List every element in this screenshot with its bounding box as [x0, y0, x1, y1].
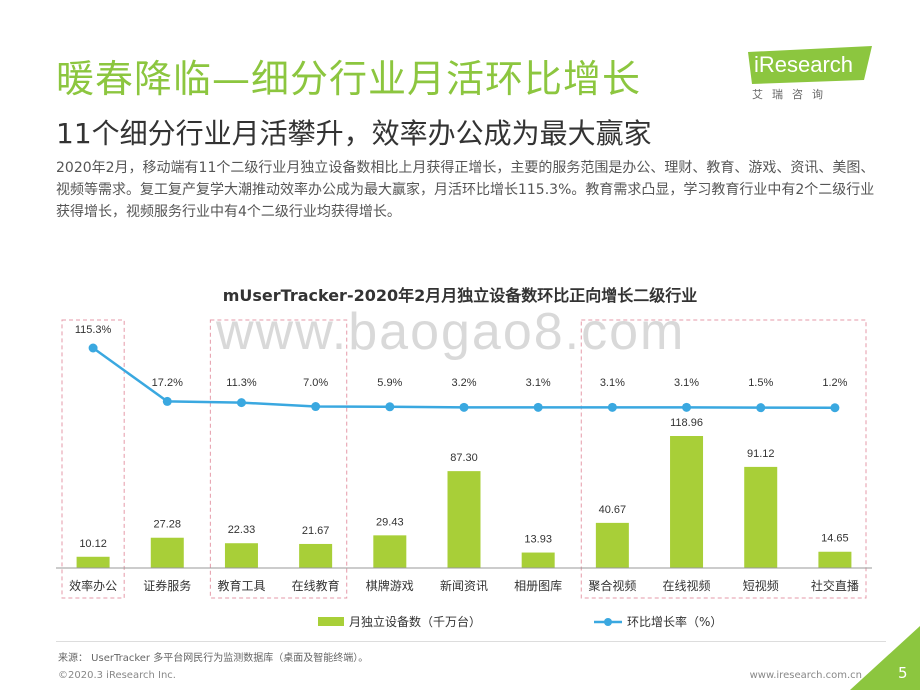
source-note: 来源： UserTracker 多平台网民行为监测数据库（桌面及智能终端）。 — [58, 653, 369, 664]
bar-5 — [447, 471, 481, 568]
line-point-7 — [607, 402, 617, 412]
highlight-box-0 — [61, 319, 125, 599]
line-label-3: 7.0% — [303, 377, 328, 389]
x-tick-label-5: 新闻资讯 — [440, 578, 488, 593]
line-point-8 — [682, 402, 692, 412]
bar-label-8: 118.96 — [670, 417, 703, 429]
x-tick-label-6: 相册图库 — [514, 578, 562, 593]
bar-9 — [744, 466, 778, 568]
x-tick-label-1: 证券服务 — [143, 578, 191, 593]
copyright: ©2020.3 iResearch Inc. — [58, 670, 176, 681]
bar-3 — [299, 543, 333, 568]
bar-8 — [670, 436, 704, 568]
x-tick-label-2: 教育工具 — [217, 578, 265, 593]
logo-name: iResearch — [754, 52, 854, 77]
x-tick-label-3: 在线教育 — [292, 578, 340, 593]
line-point-4 — [385, 402, 395, 412]
line-label-9: 1.5% — [748, 377, 773, 389]
bar-0 — [76, 556, 110, 568]
bar-10 — [818, 551, 852, 568]
corner-decoration-icon — [850, 626, 920, 690]
line-point-5 — [459, 402, 469, 412]
bar-label-4: 29.43 — [376, 516, 404, 528]
line-point-9 — [756, 403, 766, 413]
line-point-2 — [236, 398, 246, 408]
line-point-1 — [162, 396, 172, 406]
line-label-10: 1.2% — [822, 377, 847, 389]
page-description: 2020年2月，移动端有11个二级行业月独立设备数相比上月获得正增长，主要的服务… — [56, 160, 875, 220]
line-point-6 — [533, 402, 543, 412]
line-label-8: 3.1% — [674, 377, 699, 389]
bar-label-1: 27.28 — [154, 519, 182, 531]
line-label-6: 3.1% — [526, 377, 551, 389]
line-label-1: 17.2% — [152, 377, 183, 389]
line-point-0 — [88, 343, 98, 353]
website-link[interactable]: www.iresearch.com.cn — [749, 670, 862, 681]
legend-bar-swatch — [318, 617, 344, 626]
bar-label-0: 10.12 — [79, 538, 107, 550]
bar-1 — [150, 537, 184, 568]
bar-label-10: 14.65 — [821, 533, 849, 545]
watermark: www.baogao8.com — [216, 303, 686, 361]
line-label-2: 11.3% — [226, 377, 257, 389]
line-label-4: 5.9% — [377, 377, 402, 389]
line-label-5: 3.2% — [451, 377, 476, 389]
page-number: 5 — [898, 664, 908, 682]
chart-title: mUserTracker-2020年2月月独立设备数环比正向增长二级行业 — [222, 286, 698, 305]
x-tick-label-4: 棋牌游戏 — [366, 579, 414, 593]
logo-subtitle: 艾瑞咨询 — [752, 88, 832, 101]
bar-label-3: 21.67 — [302, 525, 330, 537]
combo-chart: 10.12 27.28 22.33 21.67 29.43 87.30 13.93 40.67… — [56, 319, 872, 629]
legend-line-label: 环比增长率（%） — [627, 614, 722, 629]
bar-label-6: 13.93 — [524, 534, 552, 546]
legend-bar-label: 月独立设备数（千万台） — [349, 614, 481, 629]
highlight-box-2 — [580, 319, 867, 599]
x-tick-label-7: 聚合视频 — [588, 578, 636, 593]
page-title: 暖春降临—细分行业月活环比增长 — [56, 57, 642, 101]
x-tick-label-9: 短视频 — [743, 578, 779, 593]
bar-label-5: 87.30 — [450, 452, 478, 464]
line-point-10 — [830, 403, 840, 413]
legend-line-marker — [604, 618, 612, 626]
x-tick-label-10: 社交直播 — [811, 578, 859, 593]
bar-label-7: 40.67 — [599, 504, 627, 516]
bar-4 — [373, 535, 407, 568]
x-tick-label-0: 效率办公 — [69, 578, 117, 593]
line-label-7: 3.1% — [600, 377, 625, 389]
bar-6 — [521, 552, 555, 568]
line-label-0: 115.3% — [75, 324, 112, 336]
logo-green-icon — [748, 46, 872, 84]
bar-7 — [595, 522, 629, 568]
iresearch-logo: iResearch 艾瑞咨询 — [748, 46, 872, 108]
page-subtitle: 11个细分行业月活攀升，效率办公成为最大赢家 — [56, 117, 652, 150]
line-point-3 — [311, 402, 321, 412]
highlight-box-1 — [209, 319, 348, 599]
bar-2 — [224, 543, 258, 568]
bar-label-9: 91.12 — [747, 448, 775, 460]
footer-divider — [56, 641, 886, 642]
x-tick-label-8: 在线视频 — [663, 578, 711, 593]
bar-label-2: 22.33 — [228, 524, 256, 536]
